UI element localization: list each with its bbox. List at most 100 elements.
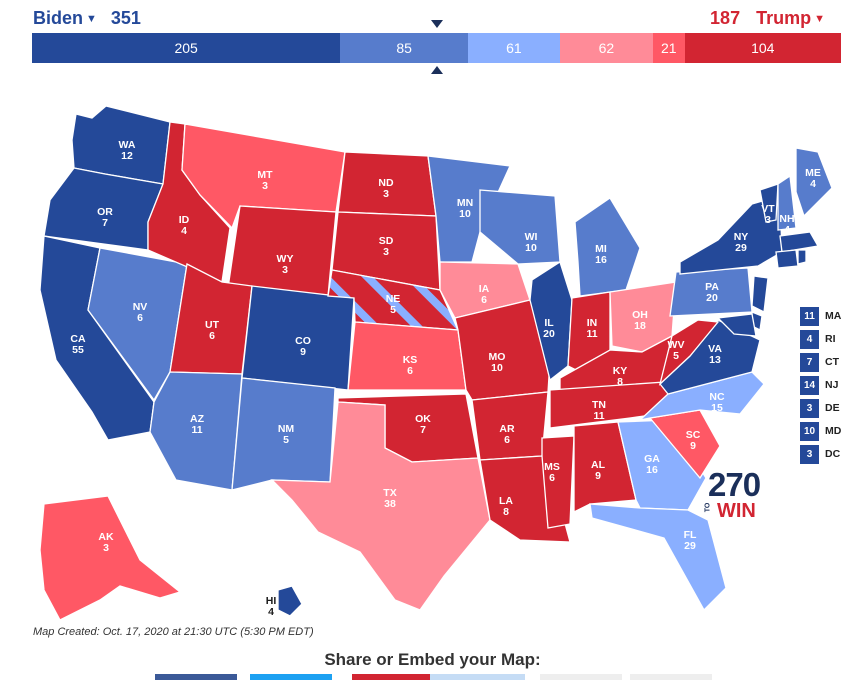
state-label-nh: NH	[779, 213, 794, 225]
small-states-list: 11 MA 4 RI 7 CT 14 NJ 3 DE 10 MD 3 DC	[800, 306, 841, 467]
small-state-abbr: MD	[825, 425, 842, 437]
small-state-nj[interactable]: 14 NJ	[800, 375, 841, 395]
state-ak[interactable]	[39, 495, 182, 621]
state-votes-id: 4	[181, 225, 187, 237]
state-label-vt: VT	[761, 203, 775, 215]
state-label-ne: NE	[386, 293, 401, 305]
state-label-ga: GA	[644, 453, 660, 465]
biden-total: 351	[110, 8, 141, 28]
state-label-wa: WA	[119, 139, 136, 151]
state-votes-ia: 6	[481, 294, 487, 306]
trump-name-dropdown[interactable]: Trump ▼	[756, 8, 825, 28]
bar-segment-4[interactable]: 21	[653, 33, 685, 63]
small-state-abbr: DE	[825, 402, 840, 414]
state-wi[interactable]	[479, 189, 561, 265]
state-nj[interactable]	[751, 275, 769, 313]
bar-segment-0[interactable]: 205	[32, 33, 341, 63]
small-state-ri[interactable]: 4 RI	[800, 329, 841, 349]
state-label-la: LA	[499, 495, 513, 507]
state-votes-wv: 5	[673, 350, 679, 362]
state-ri[interactable]	[797, 249, 807, 265]
share-button-2[interactable]	[352, 674, 434, 680]
state-ct[interactable]	[775, 249, 799, 269]
state-label-me: ME	[805, 167, 821, 179]
state-votes-ks: 6	[407, 365, 413, 377]
small-state-votes: 7	[800, 352, 819, 372]
state-votes-ms: 6	[549, 472, 555, 484]
share-button-3[interactable]	[430, 674, 525, 680]
state-label-ok: OK	[415, 413, 431, 425]
state-label-il: IL	[544, 317, 554, 329]
small-state-md[interactable]: 10 MD	[800, 421, 841, 441]
bar-segment-5[interactable]: 104	[684, 33, 841, 63]
share-button-0[interactable]	[155, 674, 237, 680]
state-wy[interactable]	[227, 205, 337, 297]
state-mn[interactable]	[427, 155, 511, 263]
state-label-nc: NC	[709, 391, 725, 403]
state-label-nv: NV	[133, 301, 148, 313]
small-state-votes: 3	[800, 444, 819, 464]
state-votes-vt: 3	[765, 214, 771, 226]
state-votes-sc: 9	[690, 440, 696, 452]
small-state-de[interactable]: 3 DE	[800, 398, 841, 418]
state-votes-va: 13	[709, 354, 721, 366]
chevron-down-icon: ▼	[814, 13, 825, 25]
state-votes-fl: 29	[684, 540, 696, 552]
logo-win: WIN	[717, 500, 756, 522]
small-state-dc[interactable]: 3 DC	[800, 444, 841, 464]
bar-segment-3[interactable]: 62	[559, 33, 653, 63]
state-votes-wa: 12	[121, 150, 133, 162]
state-vt[interactable]	[759, 183, 779, 223]
state-votes-tn: 11	[593, 410, 604, 422]
share-button-1[interactable]	[250, 674, 332, 680]
state-nh[interactable]	[777, 174, 797, 231]
state-md[interactable]	[716, 313, 757, 337]
state-label-ca: CA	[70, 333, 86, 345]
state-ms[interactable]	[541, 435, 575, 529]
state-votes-il: 20	[543, 328, 555, 340]
state-wv[interactable]	[658, 319, 720, 386]
state-votes-mi: 16	[595, 254, 607, 266]
small-state-ct[interactable]: 7 CT	[800, 352, 841, 372]
state-label-mt: MT	[257, 169, 273, 181]
state-tx[interactable]	[270, 401, 491, 611]
state-label-wv: WV	[668, 339, 685, 351]
270towin-logo[interactable]: 270 TO WIN	[704, 466, 775, 522]
270-marker-top-icon	[431, 20, 443, 28]
state-fl[interactable]	[589, 503, 727, 612]
state-label-sc: SC	[686, 429, 701, 441]
share-button-5[interactable]	[630, 674, 712, 680]
state-label-ms: MS	[544, 461, 560, 473]
state-label-ak: AK	[98, 531, 114, 543]
state-votes-la: 8	[503, 506, 509, 518]
bar-segment-1[interactable]: 85	[340, 33, 469, 63]
biden-name-dropdown[interactable]: Biden ▼	[33, 8, 97, 28]
state-votes-nm: 5	[283, 434, 289, 446]
state-label-fl: FL	[684, 529, 697, 541]
state-label-al: AL	[591, 459, 606, 471]
share-button-4[interactable]	[540, 674, 622, 680]
small-state-votes: 3	[800, 398, 819, 418]
electoral-vote-bar: 205 85 61 62 21 104	[32, 33, 841, 63]
state-me[interactable]	[795, 147, 833, 218]
state-label-hi: HI	[266, 595, 277, 607]
state-al[interactable]	[573, 421, 637, 514]
state-votes-al: 9	[595, 470, 601, 482]
state-votes-ok: 7	[420, 424, 426, 436]
small-state-votes: 10	[800, 421, 819, 441]
state-mi[interactable]	[574, 197, 641, 297]
state-votes-ak: 3	[103, 542, 109, 554]
state-ma[interactable]	[779, 231, 820, 253]
state-label-va: VA	[708, 343, 722, 355]
state-label-az: AZ	[190, 413, 205, 425]
state-label-in: IN	[587, 317, 598, 329]
biden-header: Biden ▼ 351	[33, 8, 141, 29]
state-votes-sd: 3	[383, 246, 389, 258]
state-label-oh: OH	[632, 309, 648, 321]
small-state-votes: 14	[800, 375, 819, 395]
small-state-ma[interactable]: 11 MA	[800, 306, 841, 326]
state-label-sd: SD	[379, 235, 394, 247]
state-votes-mo: 10	[491, 362, 503, 374]
state-hi[interactable]	[277, 585, 303, 617]
bar-segment-2[interactable]: 61	[468, 33, 560, 63]
